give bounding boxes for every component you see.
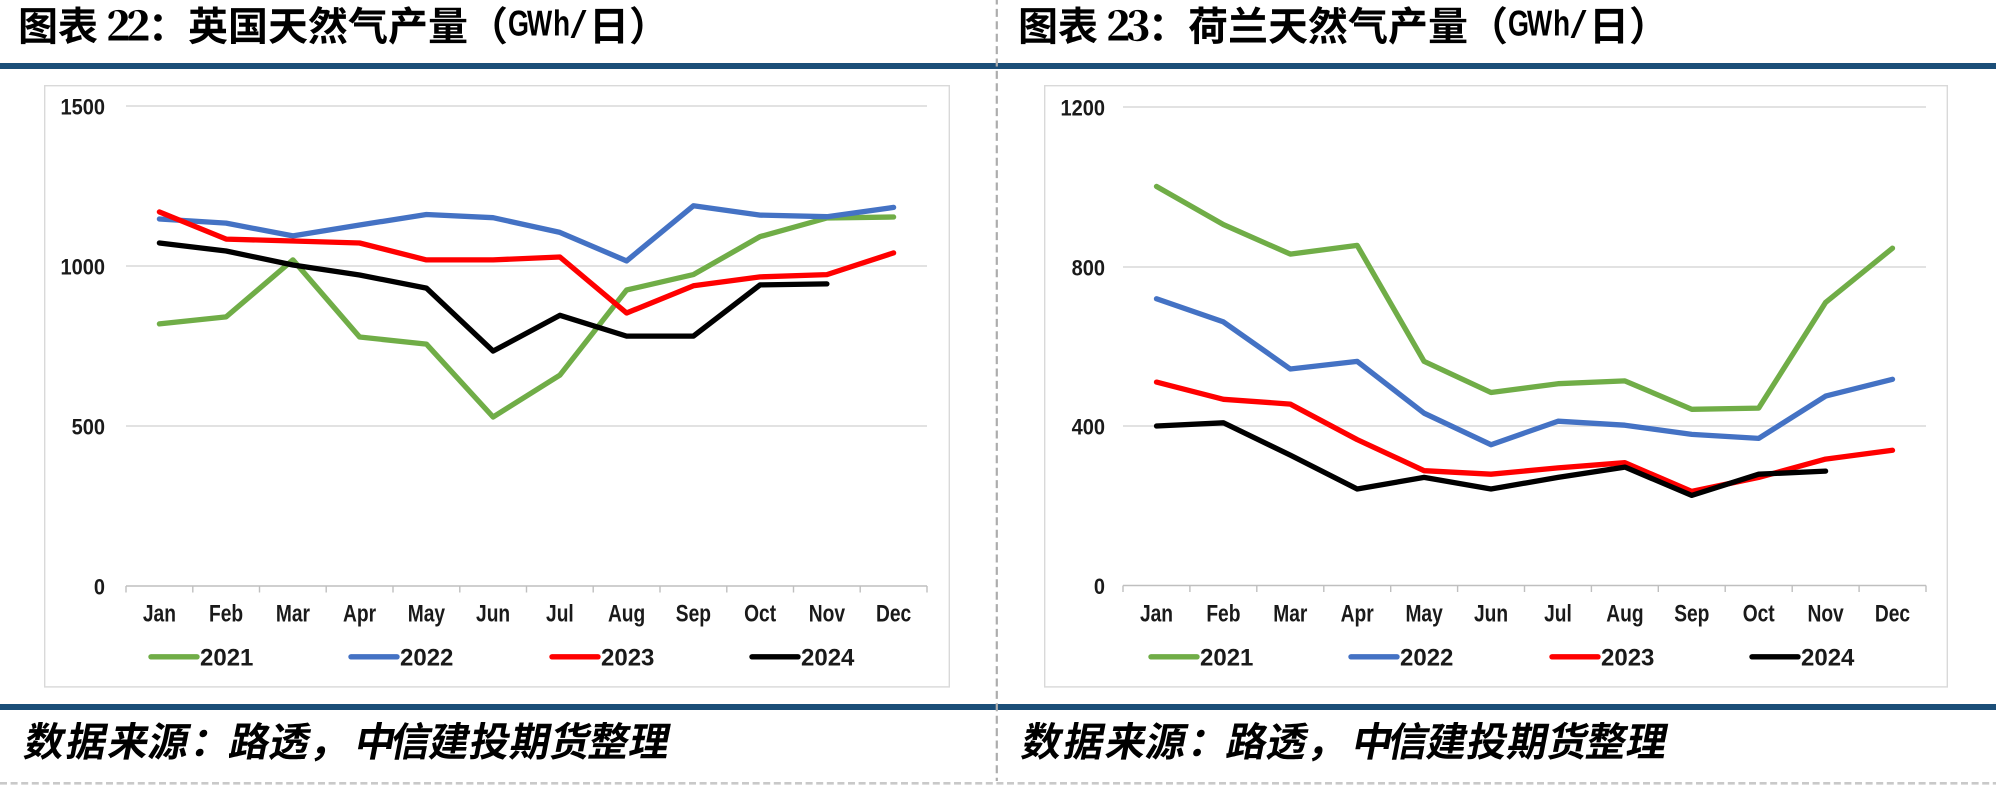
svg-text:2024: 2024 xyxy=(801,644,855,671)
svg-text:Oct: Oct xyxy=(1743,601,1775,628)
svg-text:Apr: Apr xyxy=(343,601,376,628)
svg-text:Mar: Mar xyxy=(276,601,310,628)
svg-text:Feb: Feb xyxy=(1206,601,1240,628)
svg-text:Jul: Jul xyxy=(1544,601,1572,628)
svg-text:400: 400 xyxy=(1072,414,1105,439)
svg-text:Oct: Oct xyxy=(744,601,776,628)
svg-text:500: 500 xyxy=(72,414,105,439)
svg-text:Apr: Apr xyxy=(1341,601,1374,628)
svg-text:May: May xyxy=(408,601,446,628)
svg-text:2021: 2021 xyxy=(1200,644,1253,671)
svg-text:Nov: Nov xyxy=(809,601,846,628)
svg-text:2023: 2023 xyxy=(1601,644,1654,671)
svg-text:Aug: Aug xyxy=(608,601,645,628)
svg-text:Feb: Feb xyxy=(209,601,243,628)
svg-text:1000: 1000 xyxy=(61,254,106,279)
svg-text:Sep: Sep xyxy=(1674,601,1709,628)
svg-text:1500: 1500 xyxy=(61,94,106,119)
svg-text:Dec: Dec xyxy=(876,601,911,628)
svg-text:Jan: Jan xyxy=(143,601,176,628)
svg-text:2021: 2021 xyxy=(200,644,253,671)
svg-text:Jul: Jul xyxy=(546,601,574,628)
svg-text:2022: 2022 xyxy=(1400,644,1453,671)
svg-text:Nov: Nov xyxy=(1807,601,1844,628)
svg-text:0: 0 xyxy=(1094,574,1105,599)
svg-text:May: May xyxy=(1405,601,1443,628)
svg-text:1200: 1200 xyxy=(1061,95,1106,120)
svg-text:2024: 2024 xyxy=(1801,644,1855,671)
svg-text:2023: 2023 xyxy=(601,644,654,671)
svg-text:Dec: Dec xyxy=(1875,601,1910,628)
svg-text:Aug: Aug xyxy=(1606,601,1643,628)
svg-text:Jun: Jun xyxy=(1474,601,1508,628)
svg-text:800: 800 xyxy=(1072,255,1105,280)
svg-text:Jan: Jan xyxy=(1140,601,1173,628)
svg-text:0: 0 xyxy=(94,574,105,599)
svg-text:Mar: Mar xyxy=(1273,601,1307,628)
svg-text:2022: 2022 xyxy=(400,644,453,671)
svg-text:Jun: Jun xyxy=(476,601,510,628)
svg-text:Sep: Sep xyxy=(676,601,711,628)
